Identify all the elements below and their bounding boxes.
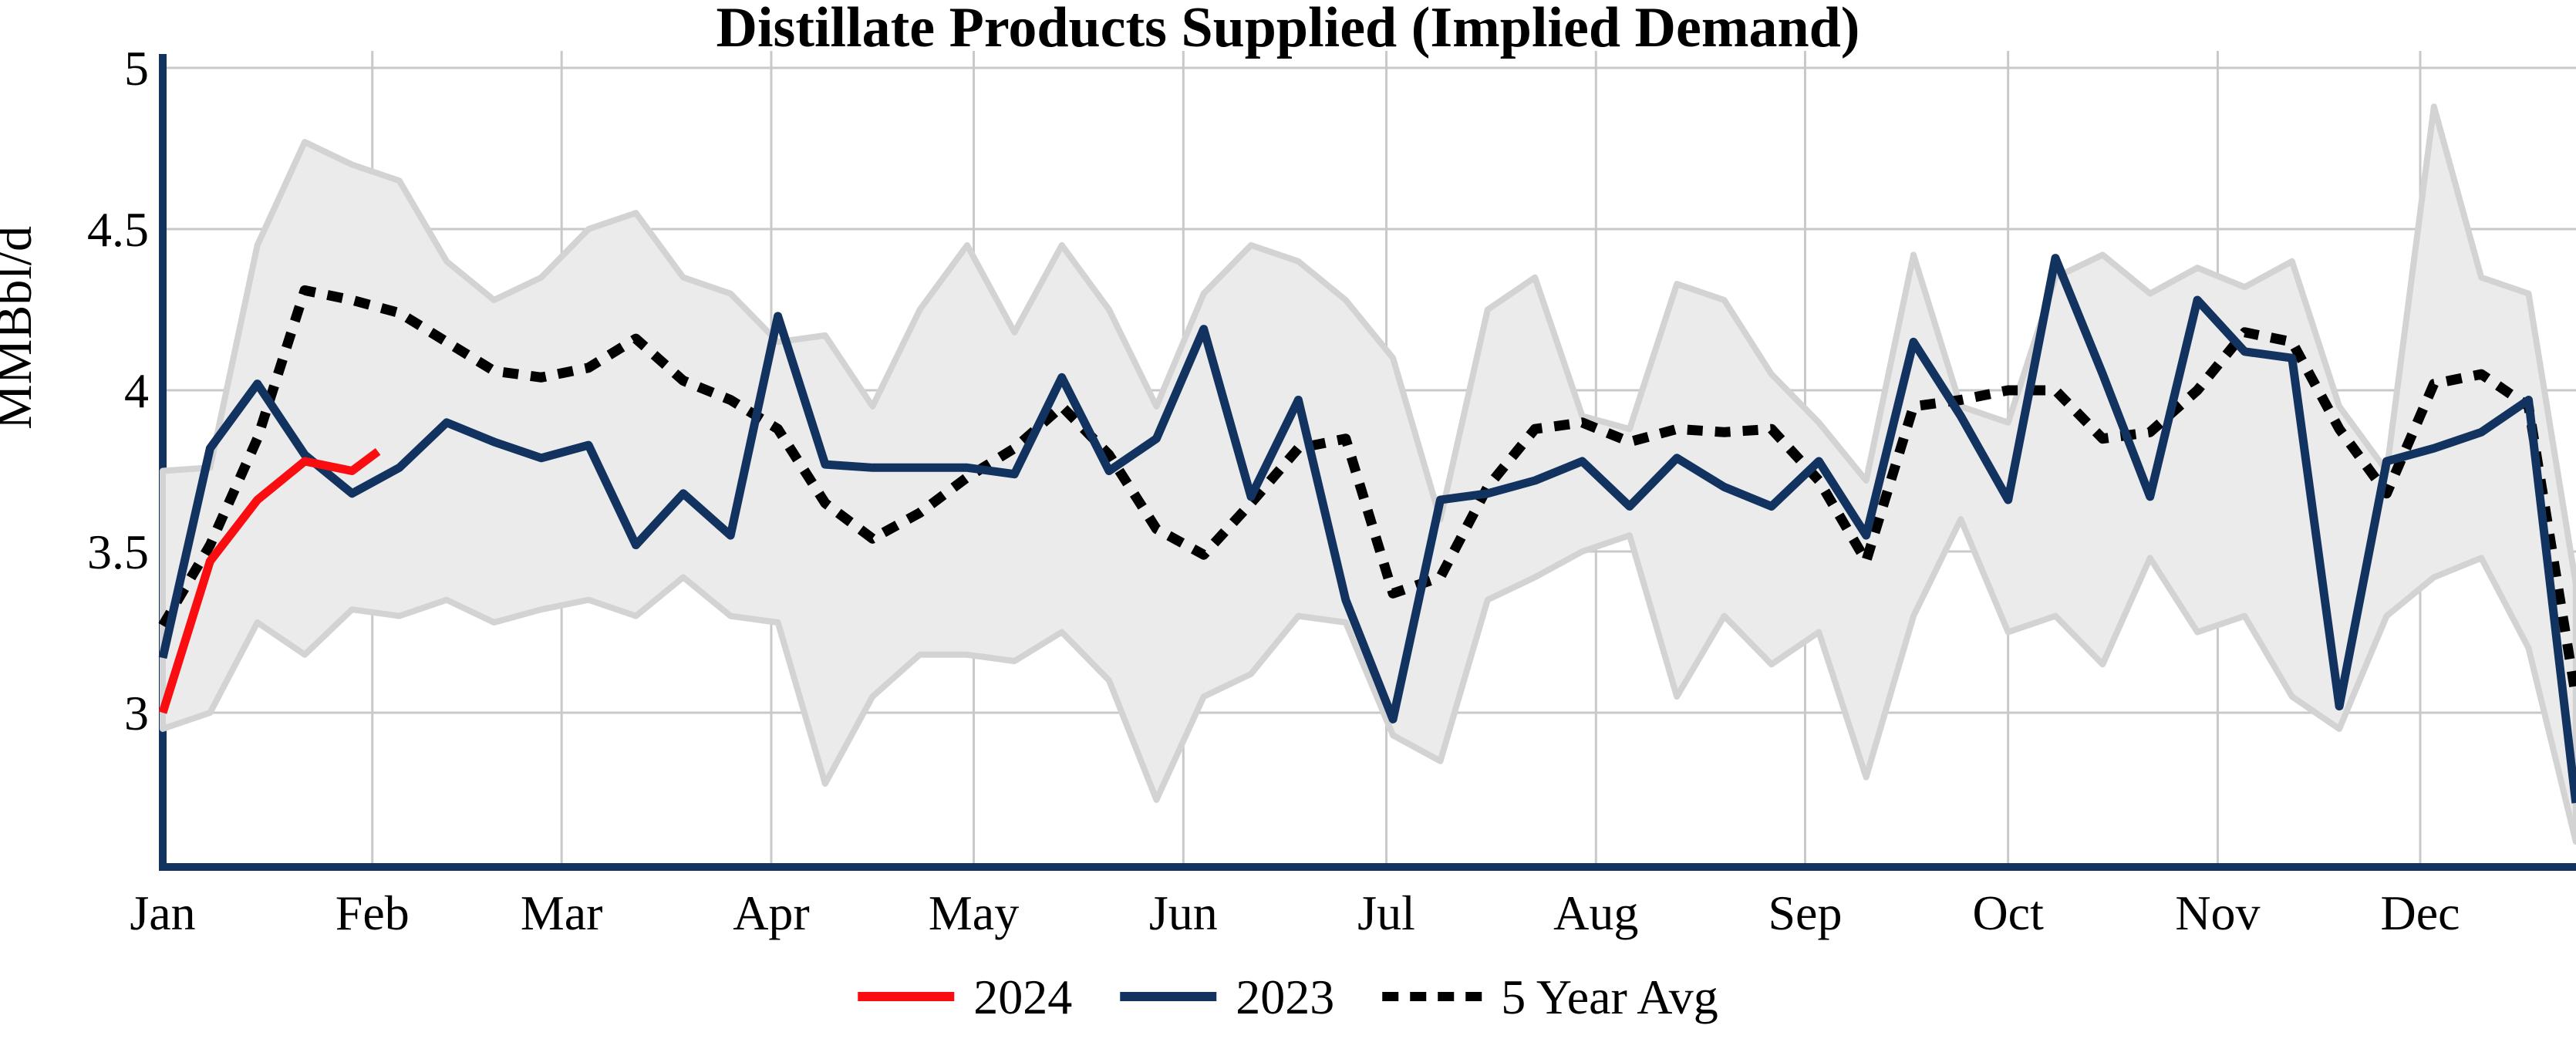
legend-item-5-year-avg: 5 Year Avg bbox=[1382, 970, 1718, 1024]
line-2023 bbox=[158, 254, 2576, 804]
line-2024 bbox=[158, 447, 381, 714]
band-5yr-range bbox=[160, 103, 2576, 845]
x-tick-label-may: May bbox=[929, 885, 1019, 940]
y-tick-label: 3.5 bbox=[87, 524, 149, 579]
axes bbox=[159, 54, 2576, 871]
y-axis bbox=[159, 54, 167, 870]
series-lines bbox=[158, 254, 2576, 804]
y-tick-label: 4.5 bbox=[87, 202, 149, 257]
axis-labels: 5 4.5 4 3.5 3 Jan Feb Mar Apr May Jun Jul Aug Sep Oct N… bbox=[87, 41, 2460, 940]
x-axis bbox=[159, 863, 2576, 871]
chart-title: Distillate Products Supplied (Implied De… bbox=[716, 0, 1860, 59]
x-tick-label-dec: Dec bbox=[2380, 885, 2460, 940]
legend-item-2024: 2024 bbox=[858, 970, 1072, 1024]
y-tick-label: 3 bbox=[124, 686, 149, 740]
legend-label: 2024 bbox=[973, 970, 1072, 1024]
legend-label: 2023 bbox=[1236, 970, 1334, 1024]
x-tick-label-oct: Oct bbox=[1972, 885, 2044, 940]
legend-item-2023: 2023 bbox=[1120, 970, 1334, 1024]
x-tick-label-feb: Feb bbox=[335, 885, 410, 940]
x-tick-label-aug: Aug bbox=[1553, 885, 1638, 940]
band-5yr-range-area bbox=[160, 103, 2576, 845]
x-tick-label-jan: Jan bbox=[130, 885, 195, 940]
x-tick-label-sep: Sep bbox=[1768, 885, 1842, 940]
x-tick-label-mar: Mar bbox=[521, 885, 603, 940]
y-tick-label: 5 bbox=[124, 41, 149, 96]
x-tick-label-apr: Apr bbox=[733, 885, 810, 940]
legend: 2024 2023 5 Year Avg bbox=[858, 970, 1718, 1024]
x-tick-label-jul: Jul bbox=[1357, 885, 1415, 940]
y-axis-label: MMBbl/d bbox=[0, 226, 42, 430]
x-tick-label-nov: Nov bbox=[2175, 885, 2260, 940]
legend-label: 5 Year Avg bbox=[1501, 970, 1718, 1024]
y-tick-label: 4 bbox=[124, 363, 149, 418]
x-tick-label-jun: Jun bbox=[1149, 885, 1218, 940]
